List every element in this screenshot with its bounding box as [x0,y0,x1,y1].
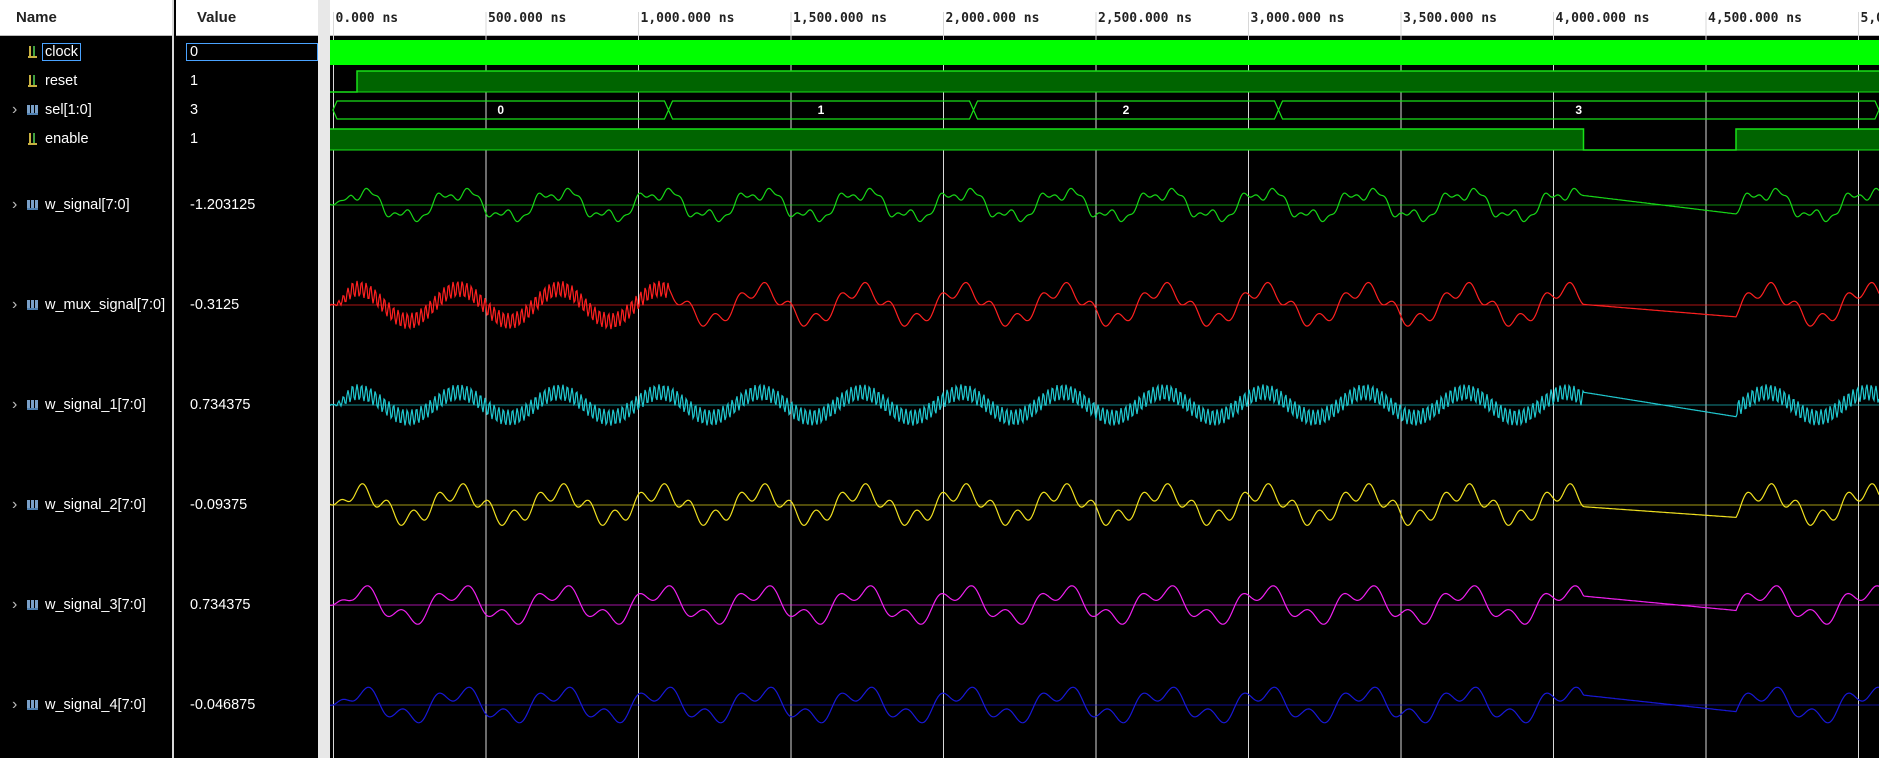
signal-name: w_signal_4[7:0] [45,697,146,713]
signal-value: 1 [190,131,199,147]
signal-row-4[interactable]: › w_signal[7:0] [0,194,172,216]
chevron-right-icon[interactable]: › [12,101,18,118]
signal-row-6[interactable]: › w_signal_1[7:0] [0,394,172,416]
time-tick-label: 500.000 ns [488,11,566,26]
waveform-background [330,0,1879,758]
signal-value: -1.203125 [190,197,256,213]
bus-signal-icon [26,398,39,412]
signal-name: enable [45,131,89,147]
signal-value: 0.734375 [190,397,251,413]
bus-signal-icon [26,198,39,212]
name-column-header[interactable]: Name [0,0,172,36]
signal-value: 3 [190,102,199,118]
reset-waveform[interactable] [330,70,1879,93]
bus-segment[interactable] [332,100,670,120]
signal-name: sel[1:0] [45,102,92,118]
signal-value: 0.734375 [190,597,251,613]
value-column-label: Value [197,9,237,26]
enable-high-region [330,129,1584,150]
signal-value: -0.3125 [190,297,240,313]
signal-row-0[interactable]: clock [0,41,172,63]
analog-waveform[interactable] [330,483,1879,527]
signal-name: w_signal_3[7:0] [45,597,146,613]
bus-segment-label: 2 [1123,103,1130,117]
value-row-0[interactable]: 0 [176,41,325,63]
value-row-9[interactable]: -0.046875 [176,694,325,716]
signal-row-8[interactable]: › w_signal_3[7:0] [0,594,172,616]
bit-signal-icon [26,45,39,59]
signal-value: -0.046875 [190,697,256,713]
signal-name: w_signal_1[7:0] [45,397,146,413]
bus-segment-label: 0 [497,103,504,117]
signal-row-3[interactable]: enable [0,128,172,150]
time-tick-label: 5,000.000 ns [1861,11,1879,26]
time-tick-label: 2,000.000 ns [946,11,1040,26]
chevron-right-icon[interactable]: › [12,696,18,713]
signal-value: 0 [186,43,318,61]
value-row-1[interactable]: 1 [176,70,325,92]
bit-signal-icon [26,132,39,146]
analog-waveform[interactable] [330,686,1879,724]
value-row-6[interactable]: 0.734375 [176,394,325,416]
analog-waveform[interactable] [330,585,1879,625]
enable-high-region [1736,129,1879,150]
chevron-right-icon[interactable]: › [12,196,18,213]
bus-signal-icon [26,498,39,512]
signal-row-5[interactable]: › w_mux_signal[7:0] [0,294,172,316]
bus-segment-label: 3 [1575,103,1582,117]
signal-row-7[interactable]: › w_signal_2[7:0] [0,494,172,516]
analog-waveform[interactable] [330,187,1879,223]
value-panel: Value 0 1 3 1 -1.203125 -0.3125 0.734375 -0.093… [176,0,325,758]
value-row-4[interactable]: -1.203125 [176,194,325,216]
signal-name: w_signal_2[7:0] [45,497,146,513]
panel-splitter[interactable] [318,0,330,758]
time-tick-label: 1,000.000 ns [641,11,735,26]
value-column-header[interactable]: Value [176,0,325,36]
chevron-right-icon[interactable]: › [12,496,18,513]
time-tick-label: 0.000 ns [336,11,399,26]
bus-signal-icon [26,698,39,712]
chevron-right-icon[interactable]: › [12,296,18,313]
time-tick-label: 3,500.000 ns [1403,11,1497,26]
signal-name: w_mux_signal[7:0] [45,297,166,313]
bus-segment[interactable] [1277,100,1879,120]
signal-name: w_signal[7:0] [45,197,130,213]
time-tick-label: 1,500.000 ns [793,11,887,26]
bit-signal-icon [26,74,39,88]
bus-segment[interactable] [667,100,975,120]
waveform-panel[interactable]: 0.000 ns 500.000 ns 1,000.000 ns 1,500.000 … [330,0,1879,758]
signal-name: clock [41,43,82,61]
signal-name: reset [45,73,78,89]
chevron-right-icon[interactable]: › [12,596,18,613]
waveform-canvas[interactable]: 0.000 ns 500.000 ns 1,000.000 ns 1,500.000 … [330,0,1879,758]
bus-signal-icon [26,598,39,612]
value-row-3[interactable]: 1 [176,128,325,150]
time-tick-label: 4,000.000 ns [1556,11,1650,26]
analog-waveform[interactable] [330,383,1879,427]
time-tick-label: 3,000.000 ns [1251,11,1345,26]
time-tick-label: 2,500.000 ns [1098,11,1192,26]
signal-row-2[interactable]: › sel[1:0] [0,99,172,121]
signal-value: 1 [190,73,199,89]
analog-waveform[interactable] [330,280,1879,331]
name-column-label: Name [16,9,57,26]
value-row-7[interactable]: -0.09375 [176,494,325,516]
value-row-5[interactable]: -0.3125 [176,294,325,316]
bus-signal-icon [26,103,39,117]
reset-high-region [357,71,1879,92]
signal-row-9[interactable]: › w_signal_4[7:0] [0,694,172,716]
bus-segment-label: 1 [818,103,825,117]
value-row-2[interactable]: 3 [176,99,325,121]
chevron-right-icon[interactable]: › [12,396,18,413]
timeline-ruler[interactable] [330,0,1879,36]
name-panel: Name clock reset › sel[1:0] enable › w_signal[… [0,0,174,758]
bus-signal-icon [26,298,39,312]
time-tick-label: 4,500.000 ns [1708,11,1802,26]
value-row-8[interactable]: 0.734375 [176,594,325,616]
signal-row-1[interactable]: reset [0,70,172,92]
clock-waveform[interactable] [330,40,1879,65]
signal-value: -0.09375 [190,497,248,513]
bus-segment[interactable] [972,100,1280,120]
